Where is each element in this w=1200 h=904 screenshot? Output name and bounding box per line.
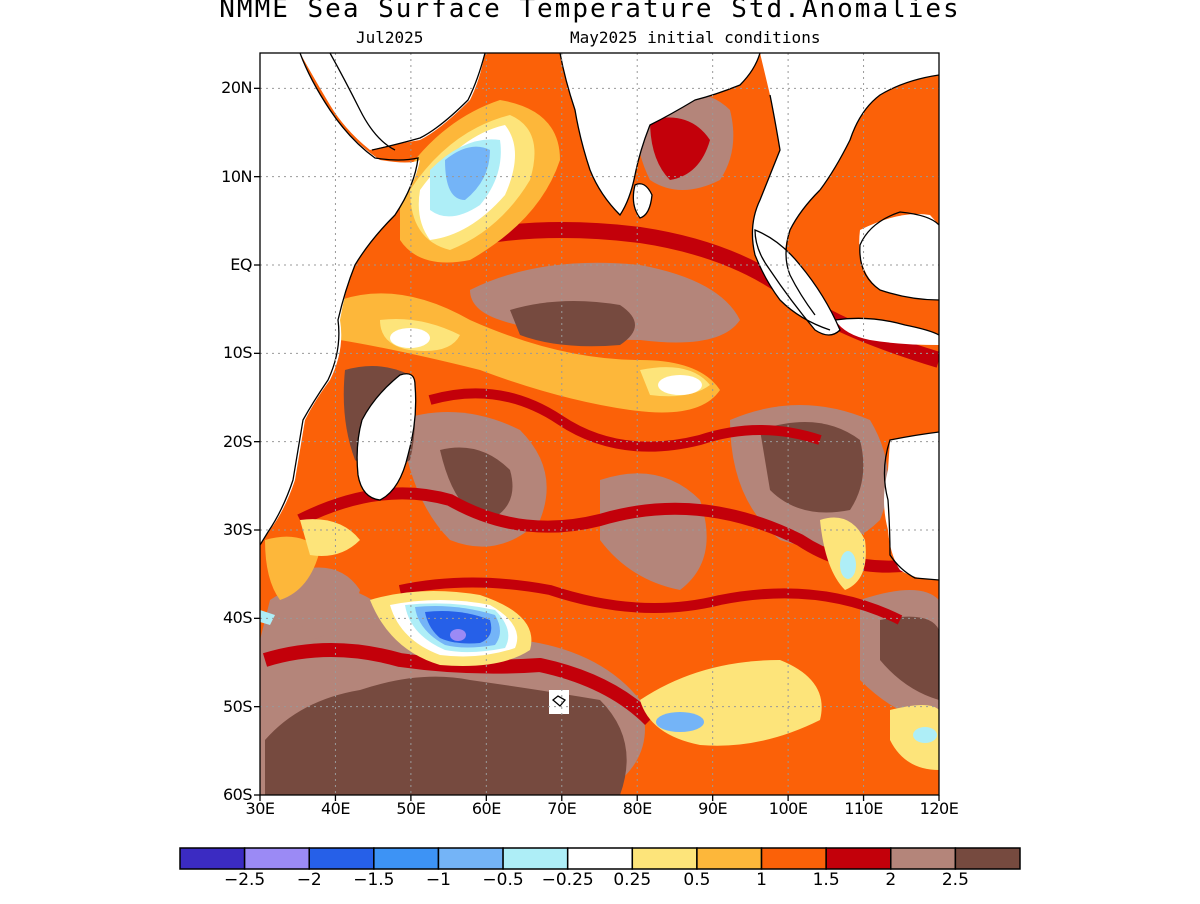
lon-label: 100E [768, 799, 808, 818]
page-title: NMME Sea Surface Temperature Std.Anomali… [219, 0, 961, 24]
colorbar-label: −2.5 [223, 870, 266, 890]
coast-madagascar [356, 373, 417, 501]
colorbar-swatch [243, 847, 310, 870]
coast-kerguelen [551, 695, 566, 707]
grid-lines [260, 53, 939, 795]
lat-label: 10N [221, 166, 252, 186]
lat-label: 20N [221, 78, 252, 98]
field-brown-central [440, 447, 513, 520]
colorbar-label: −1.5 [353, 870, 395, 890]
lon-label: 80E [622, 799, 652, 818]
lat-label: EQ [230, 255, 252, 274]
land-srilanka [633, 183, 652, 218]
field-white-west [390, 328, 430, 348]
lon-label: 40E [320, 799, 350, 818]
colorbar-swatch [760, 847, 827, 870]
field-tan-mid2 [296, 567, 360, 640]
coast-arabia [371, 53, 486, 151]
colorbar-swatch [373, 847, 440, 870]
land-borneo [859, 214, 939, 300]
land-sea-asia [752, 53, 939, 330]
field-red-strand3 [428, 388, 822, 452]
field-lightblue-arabian [445, 146, 490, 200]
colorbar-label: 0.25 [613, 870, 652, 890]
axis-ticks [254, 87, 940, 801]
colorbar-swatch [890, 847, 957, 870]
lon-label: 120E [919, 799, 959, 818]
field-purple-south-blob [450, 629, 466, 641]
field-pale-40s-w [260, 610, 275, 625]
lat-label: 10S [222, 343, 253, 363]
colorbar-label: −1 [425, 870, 451, 890]
colorbar-swatch [437, 847, 504, 870]
coast-malaya [785, 189, 821, 316]
coast-india [559, 53, 761, 217]
land-kerguelen [549, 690, 569, 714]
colorbar-label: 2.5 [941, 870, 969, 890]
lon-label: 70E [547, 799, 577, 818]
land-australia [884, 432, 939, 580]
field-blue-south-blob [425, 611, 492, 644]
target-month-label: Jul2025 [356, 28, 424, 47]
field-tan-mid [600, 473, 707, 590]
map-frame [259, 52, 940, 796]
land-java [835, 318, 939, 345]
coast-java [834, 317, 939, 336]
field-brown-equatorial [510, 301, 635, 347]
colorbar-swatch [179, 847, 246, 870]
coast-srilanka [632, 183, 653, 219]
colorbar-swatch [308, 847, 375, 870]
colorbar-label: −0.25 [541, 870, 594, 890]
lat-label: 30S [222, 520, 253, 539]
colorbar-swatch [696, 847, 763, 870]
field-cyan-sw-aus [840, 551, 856, 579]
field-yellow-sw [265, 536, 320, 600]
coast-indochina [819, 74, 939, 191]
land-sumatra [755, 230, 840, 335]
coast-australia [883, 431, 939, 581]
coast-sumatra [754, 229, 841, 336]
field-brown-east-south [880, 616, 939, 700]
colorbar-label: 1.5 [812, 870, 840, 890]
colorbar-swatch [566, 847, 634, 870]
field-red-south-ring [262, 643, 655, 726]
coast-africa [260, 53, 419, 546]
coast-burma [751, 94, 831, 331]
field-red-strand2 [398, 577, 903, 625]
coast-borneo [859, 211, 939, 301]
colorbar-swatch [954, 847, 1021, 870]
field-red-bengal [650, 117, 710, 180]
colorbar-label: 1 [756, 870, 767, 890]
land-africa [260, 53, 420, 545]
field-brown-east [760, 422, 864, 513]
land-india [560, 53, 760, 215]
coastlines [260, 53, 939, 707]
colorbar-swatch [502, 847, 569, 870]
lat-label: 20S [222, 431, 253, 451]
lat-label: 50S [222, 696, 253, 716]
colorbar-swatch [631, 847, 698, 870]
colorbar-label: −0.5 [482, 870, 524, 890]
colorbar-label: −2 [296, 870, 322, 890]
colorbar [179, 847, 1021, 870]
initial-conditions-label: May2025 initial conditions [570, 28, 821, 47]
lon-label: 50E [396, 799, 426, 818]
field-lightblue-south-mid [656, 712, 704, 732]
lon-label: 60E [471, 799, 501, 818]
lat-label: 60S [222, 785, 253, 804]
field-yellow-30s [300, 519, 360, 556]
colorbar-label: 2 [885, 870, 897, 890]
colorbar-swatch [825, 847, 892, 870]
field-cyan-se [913, 727, 937, 743]
lon-label: 30E [245, 799, 275, 818]
field-white-15s [658, 375, 702, 395]
coast-redsea [329, 53, 396, 151]
lon-label: 90E [698, 799, 728, 818]
lat-label: 40S [222, 608, 253, 628]
lon-label: 110E [844, 799, 883, 818]
colorbar-label: 0.5 [683, 870, 711, 890]
